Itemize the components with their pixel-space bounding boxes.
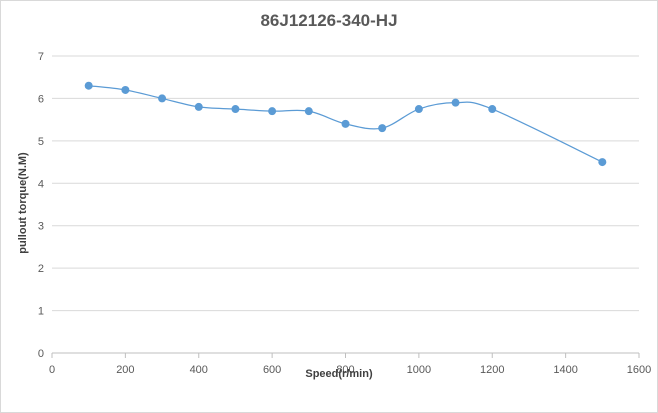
chart-title: 86J12126-340-HJ [260, 11, 398, 30]
y-tick-label: 4 [38, 178, 44, 190]
data-point [414, 105, 423, 114]
data-point [488, 105, 497, 114]
data-point [231, 105, 240, 114]
data-point [451, 98, 460, 107]
y-tick-label: 3 [38, 221, 44, 233]
data-point [268, 107, 277, 116]
x-tick-label: 0 [49, 364, 55, 376]
data-point [378, 124, 387, 133]
grid-layer [52, 55, 639, 312]
series-layer [84, 81, 607, 167]
y-axis-label: pullout torque(N.M) [17, 152, 29, 254]
y-tick-label: 6 [38, 93, 44, 105]
y-tick-label: 5 [38, 136, 44, 148]
data-point [121, 85, 130, 94]
y-tick-label: 2 [38, 263, 44, 275]
axis-layer: 0 1 2 3 4 5 6 7 0 200 400 600 800 1000 1200 1400 1600 [38, 51, 651, 376]
data-point [598, 158, 607, 167]
x-tick-label: 400 [190, 364, 208, 376]
data-point [341, 119, 350, 128]
data-point [304, 107, 313, 116]
x-tick-label: 200 [116, 364, 134, 376]
data-point [84, 81, 93, 90]
data-point [194, 102, 203, 111]
x-tick-label: 1200 [480, 364, 504, 376]
x-tick-label: 1600 [627, 364, 651, 376]
y-tick-label: 0 [38, 348, 44, 360]
y-tick-label: 1 [38, 306, 44, 318]
data-point [158, 94, 167, 103]
x-tick-label: 1000 [407, 364, 431, 376]
x-tick-label: 800 [336, 364, 354, 376]
y-tick-label: 7 [38, 51, 44, 63]
x-tick-label: 600 [263, 364, 281, 376]
x-axis-label: Speed(r/min) [305, 368, 373, 380]
x-tick-label: 1400 [553, 364, 577, 376]
